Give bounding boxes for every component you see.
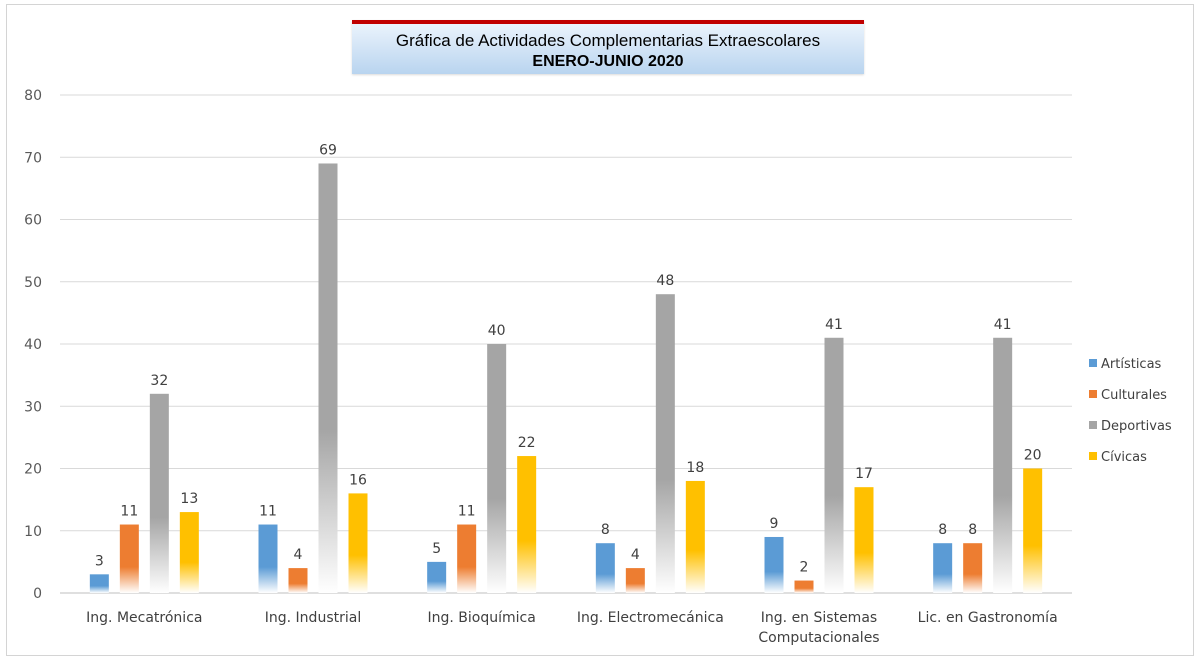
y-tick-label: 20 <box>24 462 42 478</box>
bar <box>517 456 537 593</box>
bar <box>685 480 705 593</box>
data-label: 4 <box>294 547 303 563</box>
bar <box>595 543 615 593</box>
data-label: 18 <box>686 460 704 476</box>
y-tick-label: 60 <box>24 213 42 229</box>
bar <box>824 337 844 593</box>
data-label: 13 <box>180 491 198 507</box>
category-label: Ing. Mecatrónica <box>86 610 202 626</box>
y-tick-label: 40 <box>24 337 42 353</box>
y-tick-label: 80 <box>24 88 42 104</box>
category-label: Ing. Industrial <box>265 610 361 626</box>
bar <box>318 163 338 593</box>
y-tick-label: 50 <box>24 275 42 291</box>
bar <box>854 487 874 593</box>
category-label: Computacionales <box>758 630 879 646</box>
bar <box>119 524 139 593</box>
bar <box>149 393 169 593</box>
category-label: Ing. Bioquímica <box>428 610 536 626</box>
bar <box>933 543 953 593</box>
bar <box>487 344 507 593</box>
data-label: 8 <box>601 522 610 538</box>
legend-swatch <box>1089 359 1097 367</box>
legend-swatch <box>1089 390 1097 398</box>
bar <box>1023 468 1043 593</box>
data-label: 2 <box>800 560 809 576</box>
data-label: 8 <box>938 522 947 538</box>
y-tick-label: 70 <box>24 150 42 166</box>
data-label: 4 <box>631 547 640 563</box>
legend-label: Artísticas <box>1101 357 1162 372</box>
bar <box>993 337 1013 593</box>
chart-subtitle: ENERO-JUNIO 2020 <box>532 53 684 70</box>
data-label: 8 <box>968 522 977 538</box>
data-label: 32 <box>150 373 168 389</box>
data-label: 16 <box>349 472 367 488</box>
data-label: 41 <box>825 317 843 333</box>
data-label: 41 <box>994 317 1012 333</box>
bar <box>963 543 983 593</box>
chart-title-box: Gráfica de Actividades Complementarias E… <box>352 20 864 74</box>
bar <box>348 493 368 593</box>
data-label: 20 <box>1024 448 1042 464</box>
bar <box>655 294 675 593</box>
data-label: 3 <box>95 553 104 569</box>
legend-label: Cívicas <box>1101 450 1147 465</box>
legend-label: Culturales <box>1101 388 1167 403</box>
bar <box>89 574 109 593</box>
chart-title: Gráfica de Actividades Complementarias E… <box>395 31 821 50</box>
legend-swatch <box>1089 421 1097 429</box>
data-label: 48 <box>656 273 674 289</box>
bar <box>258 524 278 593</box>
data-label: 22 <box>518 435 536 451</box>
legend-label: Deportivas <box>1101 419 1172 434</box>
y-tick-label: 0 <box>33 586 42 602</box>
bar <box>288 568 308 593</box>
y-tick-label: 10 <box>24 524 42 540</box>
bar <box>764 536 784 593</box>
y-tick-label: 30 <box>24 399 42 415</box>
bar <box>625 568 645 593</box>
data-label: 11 <box>458 504 476 520</box>
bar <box>427 561 447 593</box>
bar <box>179 512 199 593</box>
data-label: 11 <box>120 504 138 520</box>
data-label: 5 <box>432 541 441 557</box>
legend-swatch <box>1089 452 1097 460</box>
data-label: 17 <box>855 466 873 482</box>
data-label: 40 <box>488 323 506 339</box>
category-label: Ing. Electromecánica <box>577 610 724 626</box>
bar <box>794 580 814 593</box>
category-label: Lic. en Gastronomía <box>918 610 1058 626</box>
bar <box>457 524 477 593</box>
data-label: 9 <box>770 516 779 532</box>
data-label: 69 <box>319 142 337 158</box>
data-label: 11 <box>259 504 277 520</box>
category-label: Ing. en Sistemas <box>761 610 877 626</box>
